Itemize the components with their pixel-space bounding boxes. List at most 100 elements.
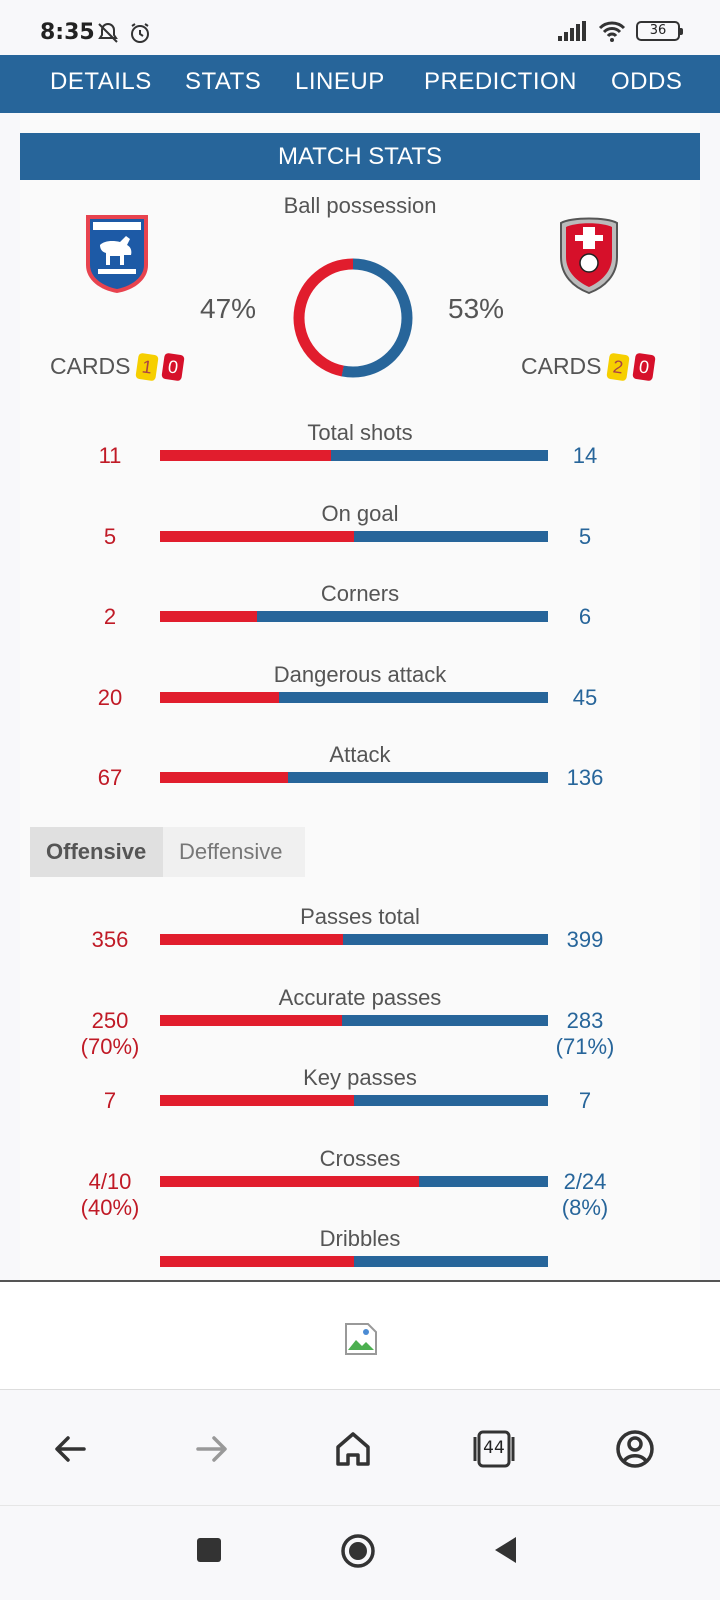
home-stat-value: 2: [65, 604, 155, 630]
home-stat-number: 4/10: [88, 1168, 132, 1194]
stat-label: Dribbles: [319, 1226, 401, 1251]
stat-label: Crosses: [319, 1145, 401, 1171]
tab-prediction[interactable]: PREDICTION: [424, 68, 578, 95]
away-stat-value: 136: [545, 765, 625, 791]
away-stat-value: 399: [545, 927, 625, 953]
tab-details[interactable]: DETAILS: [50, 68, 152, 95]
tab-odds[interactable]: ODDS: [611, 68, 683, 95]
tab-count: 44: [483, 1438, 505, 1458]
section-title: MATCH STATS: [20, 133, 700, 180]
home-bar-segment: [160, 1014, 342, 1026]
home-stat-percent: (40%): [80, 1194, 140, 1220]
home-stat-value: 7: [65, 1088, 155, 1114]
home-stat-number: 20: [97, 684, 123, 710]
home-stat-number: 250: [91, 1007, 129, 1033]
stat-row: Attack 67 136: [20, 742, 700, 812]
stat-label: Corners: [320, 581, 400, 606]
battery-icon: 36: [636, 21, 683, 41]
stat-label: Total shots: [307, 420, 413, 445]
home-bar-segment: [160, 450, 331, 461]
stat-comparison-bar: [160, 934, 548, 945]
stat-comparison-bar: [160, 691, 548, 703]
home-possession: 47%: [200, 293, 257, 324]
home-team-crest: [86, 215, 148, 293]
stat-label: Attack: [329, 742, 391, 767]
stat-row: Key passes 7 7: [20, 1065, 700, 1135]
broken-image-icon: [345, 1323, 377, 1355]
tab-bar: DETAILS STATS LINEUP PREDICTION ODDS: [0, 55, 720, 113]
stats-type-toggle: Offensive Deffensive: [30, 827, 305, 877]
account-icon[interactable]: [613, 1427, 657, 1471]
offensive-tab[interactable]: Offensive: [30, 827, 163, 877]
home-stat-number: 7: [103, 1088, 117, 1113]
home-icon[interactable]: [331, 1427, 375, 1471]
home-stat-value: 356: [65, 927, 155, 953]
possession-label: Ball possession: [283, 193, 437, 218]
forward-arrow-icon[interactable]: [190, 1427, 234, 1471]
home-stat-percent: (70%): [80, 1033, 140, 1059]
away-stat-value: 7: [545, 1088, 625, 1114]
away-stat-number: 5: [578, 523, 592, 549]
stat-comparison-bar: [160, 772, 548, 783]
away-stat-value: 5: [545, 524, 625, 550]
stat-row: On goal 5 5: [20, 501, 700, 571]
stat-label: Key passes: [303, 1065, 417, 1090]
stat-comparison-bar: [160, 1014, 548, 1026]
home-stat-number: 2: [103, 604, 117, 629]
home-cards: CARDS 1 0: [50, 352, 185, 381]
tab-lineup[interactable]: LINEUP: [295, 68, 385, 95]
defensive-tab[interactable]: Deffensive: [163, 827, 305, 877]
away-stat-value: 2/24 (8%): [545, 1169, 625, 1221]
tabs-button[interactable]: 44: [472, 1427, 516, 1471]
stat-comparison-bar: [160, 1175, 548, 1187]
home-stat-value: 4/10 (40%): [65, 1169, 155, 1221]
stat-comparison-bar: [160, 450, 548, 461]
home-bar-segment: [160, 611, 257, 622]
away-possession: 53%: [448, 293, 505, 324]
system-nav-bar: [0, 1505, 720, 1600]
home-stat-value: 11: [65, 443, 155, 469]
stat-label: Accurate passes: [278, 984, 442, 1010]
away-stat-value: 283 (71%): [545, 1008, 625, 1060]
away-stat-number: 7: [578, 1088, 592, 1113]
away-stat-number: 399: [566, 927, 604, 952]
home-stat-number: 5: [103, 523, 117, 549]
away-stat-number: 6: [578, 604, 592, 629]
away-cards-label: CARDS: [521, 353, 602, 379]
tabs-icon: [473, 1430, 515, 1468]
stat-row: Passes total 356 399: [20, 904, 700, 974]
browser-toolbar: 44: [0, 1391, 720, 1505]
back-arrow-icon[interactable]: [48, 1427, 92, 1471]
status-bar: 8:35 36: [0, 0, 720, 55]
home-bar-segment: [160, 772, 289, 783]
away-stat-number: 45: [572, 684, 598, 710]
away-team-crest: [560, 217, 618, 295]
tab-stats[interactable]: STATS: [185, 68, 262, 95]
away-stat-value: 6: [545, 604, 625, 630]
home-stat-number: 356: [91, 927, 129, 952]
home-nav-icon[interactable]: [340, 1533, 376, 1569]
home-bar-segment: [160, 1256, 354, 1267]
stat-row: Dribbles: [20, 1226, 700, 1280]
away-red-card: 0: [631, 352, 656, 381]
home-bar-segment: [160, 691, 280, 703]
home-bar-segment: [160, 1095, 354, 1106]
match-stats-panel: MATCH STATS Ball possession 47% 53% CARD…: [20, 113, 700, 1280]
stat-row: Dangerous attack 20 45: [20, 662, 700, 732]
recents-icon[interactable]: [196, 1537, 222, 1563]
home-yellow-card: 1: [134, 352, 159, 381]
stat-row: Accurate passes 250 (70%) 283 (71%): [20, 984, 700, 1059]
back-nav-icon[interactable]: [492, 1535, 520, 1565]
notifications-off-icon: [98, 22, 118, 43]
ad-banner[interactable]: [0, 1280, 720, 1390]
home-stat-value: 250 (70%): [65, 1008, 155, 1060]
home-stat-value: 5: [65, 524, 155, 550]
away-possession-arc: [293, 258, 413, 378]
stat-comparison-bar: [160, 1256, 548, 1267]
away-stat-percent: (71%): [555, 1033, 615, 1059]
home-bar-segment: [160, 934, 343, 945]
home-red-card: 0: [160, 352, 185, 381]
home-bar-segment: [160, 530, 354, 542]
home-cards-label: CARDS: [50, 353, 131, 379]
stat-row: Corners 2 6: [20, 581, 700, 651]
